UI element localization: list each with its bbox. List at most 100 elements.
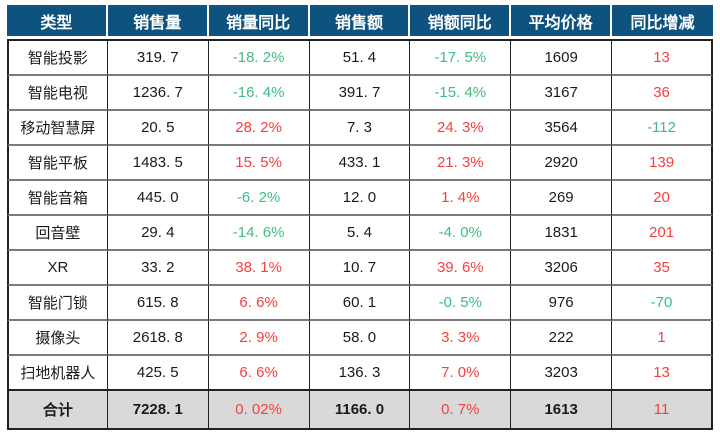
table-cell: 12. 0 bbox=[309, 181, 411, 216]
table-cell: -18. 2% bbox=[208, 39, 310, 76]
table-header: 类型 销售量 销量同比 销售额 销额同比 平均价格 同比增减 bbox=[7, 5, 713, 39]
table-row: 移动智慧屏 20. 5 28. 2% 7. 3 24. 3% 3564 -112 bbox=[7, 111, 713, 146]
table-cell: 13 bbox=[612, 39, 713, 76]
table-row: 回音壁 29. 4 -14. 6% 5. 4 -4. 0% 1831 201 bbox=[7, 216, 713, 251]
table-cell: 2618. 8 bbox=[107, 321, 209, 356]
table-cell: 3206 bbox=[511, 251, 613, 286]
row-category-cell: 智能电视 bbox=[7, 76, 108, 111]
row-category-cell: 合计 bbox=[7, 389, 108, 430]
table-cell: 136. 3 bbox=[310, 356, 411, 389]
row-category-cell: 智能门锁 bbox=[7, 286, 108, 321]
table-cell: 222 bbox=[511, 321, 613, 356]
table-cell: 615. 8 bbox=[107, 286, 209, 321]
table-cell: 15. 5% bbox=[208, 146, 310, 181]
table-cell: 0. 7% bbox=[410, 389, 512, 430]
row-category-cell: XR bbox=[7, 251, 108, 286]
table-cell: 28. 2% bbox=[208, 111, 310, 146]
row-category-cell: 移动智慧屏 bbox=[7, 111, 108, 146]
table-cell: 58. 0 bbox=[309, 321, 411, 356]
table-cell: 433. 1 bbox=[309, 146, 411, 181]
table-cell: 1236. 7 bbox=[107, 76, 209, 111]
table-cell: 3. 3% bbox=[410, 321, 512, 356]
table-cell: -6. 2% bbox=[208, 181, 310, 216]
table-cell: 7. 0% bbox=[410, 356, 512, 389]
column-header-sales-amount: 销售额 bbox=[309, 5, 411, 39]
table-cell: 976 bbox=[511, 286, 613, 321]
table-cell: -112 bbox=[612, 111, 713, 146]
table-row: 智能电视 1236. 7 -16. 4% 391. 7 -15. 4% 3167 36 bbox=[7, 76, 713, 111]
column-header-amount-yoy: 销额同比 bbox=[410, 5, 512, 39]
header-row: 类型 销售量 销量同比 销售额 销额同比 平均价格 同比增减 bbox=[7, 5, 713, 39]
table-cell: -15. 4% bbox=[410, 76, 512, 111]
table-cell: 24. 3% bbox=[410, 111, 512, 146]
table-cell: 21. 3% bbox=[410, 146, 512, 181]
table-cell: 201 bbox=[612, 216, 713, 251]
row-category-cell: 扫地机器人 bbox=[7, 356, 108, 389]
table-cell: 1613 bbox=[511, 389, 613, 430]
table-cell: 6. 6% bbox=[209, 356, 310, 389]
table-cell: 391. 7 bbox=[309, 76, 411, 111]
table-cell: -0. 5% bbox=[410, 286, 512, 321]
table-cell: -16. 4% bbox=[208, 76, 310, 111]
table-row: 扫地机器人 425. 5 6. 6% 136. 3 7. 0% 3203 13 bbox=[7, 356, 713, 389]
sales-table: 类型 销售量 销量同比 销售额 销额同比 平均价格 同比增减 智能投影 319. … bbox=[7, 5, 713, 430]
row-category-cell: 智能投影 bbox=[7, 39, 108, 76]
column-header-avg-price: 平均价格 bbox=[511, 5, 613, 39]
row-category-cell: 回音壁 bbox=[7, 216, 108, 251]
table-cell: 269 bbox=[511, 181, 613, 216]
table-cell: 3167 bbox=[511, 76, 613, 111]
table-cell: 38. 1% bbox=[208, 251, 310, 286]
column-header-yoy-change: 同比增减 bbox=[612, 5, 713, 39]
table-cell: 33. 2 bbox=[107, 251, 209, 286]
table-cell: 2920 bbox=[511, 146, 613, 181]
table-cell: 7. 3 bbox=[309, 111, 411, 146]
table-row: 智能平板 1483. 5 15. 5% 433. 1 21. 3% 2920 139 bbox=[7, 146, 713, 181]
total-row: 合计 7228. 1 0. 02% 1166. 0 0. 7% 1613 11 bbox=[7, 389, 713, 430]
table-cell: 29. 4 bbox=[107, 216, 209, 251]
table-cell: -70 bbox=[612, 286, 713, 321]
column-header-type: 类型 bbox=[7, 5, 108, 39]
table-cell: 11 bbox=[612, 389, 713, 430]
table-cell: 10. 7 bbox=[309, 251, 411, 286]
table-row: 智能投影 319. 7 -18. 2% 51. 4 -17. 5% 1609 13 bbox=[7, 39, 713, 76]
table-cell: 445. 0 bbox=[107, 181, 209, 216]
row-category-cell: 智能平板 bbox=[7, 146, 108, 181]
table-row: XR 33. 2 38. 1% 10. 7 39. 6% 3206 35 bbox=[7, 251, 713, 286]
table-cell: 3564 bbox=[511, 111, 613, 146]
table-row: 摄像头 2618. 8 2. 9% 58. 0 3. 3% 222 1 bbox=[7, 321, 713, 356]
table-cell: 1609 bbox=[511, 39, 613, 76]
table-cell: 20. 5 bbox=[107, 111, 209, 146]
table-cell: 20 bbox=[612, 181, 713, 216]
table-cell: 425. 5 bbox=[108, 356, 209, 389]
table-cell: 1166. 0 bbox=[309, 389, 411, 430]
table-cell: 2. 9% bbox=[208, 321, 310, 356]
table-cell: 60. 1 bbox=[309, 286, 411, 321]
table-cell: 13 bbox=[612, 356, 713, 389]
table-cell: 139 bbox=[612, 146, 713, 181]
table-cell: -17. 5% bbox=[410, 39, 512, 76]
table-row: 智能门锁 615. 8 6. 6% 60. 1 -0. 5% 976 -70 bbox=[7, 286, 713, 321]
table-cell: 1483. 5 bbox=[107, 146, 209, 181]
row-category-cell: 智能音箱 bbox=[7, 181, 108, 216]
table-cell: -4. 0% bbox=[410, 216, 512, 251]
column-header-sales-volume: 销售量 bbox=[107, 5, 209, 39]
table-cell: 7228. 1 bbox=[107, 389, 209, 430]
table-cell: 319. 7 bbox=[107, 39, 209, 76]
table-cell: 0. 02% bbox=[208, 389, 310, 430]
table-cell: 51. 4 bbox=[309, 39, 411, 76]
column-header-volume-yoy: 销量同比 bbox=[208, 5, 310, 39]
table-cell: 6. 6% bbox=[208, 286, 310, 321]
table-cell: -14. 6% bbox=[208, 216, 310, 251]
table-cell: 35 bbox=[612, 251, 713, 286]
table-row: 智能音箱 445. 0 -6. 2% 12. 0 1. 4% 269 20 bbox=[7, 181, 713, 216]
table-cell: 5. 4 bbox=[309, 216, 411, 251]
table-cell: 36 bbox=[612, 76, 713, 111]
table-cell: 1. 4% bbox=[410, 181, 512, 216]
table-cell: 39. 6% bbox=[410, 251, 512, 286]
table-cell: 1 bbox=[612, 321, 713, 356]
table-cell: 1831 bbox=[511, 216, 613, 251]
row-category-cell: 摄像头 bbox=[7, 321, 108, 356]
table-cell: 3203 bbox=[511, 356, 613, 389]
table-body: 智能投影 319. 7 -18. 2% 51. 4 -17. 5% 1609 13 智能电视 1… bbox=[7, 39, 713, 430]
